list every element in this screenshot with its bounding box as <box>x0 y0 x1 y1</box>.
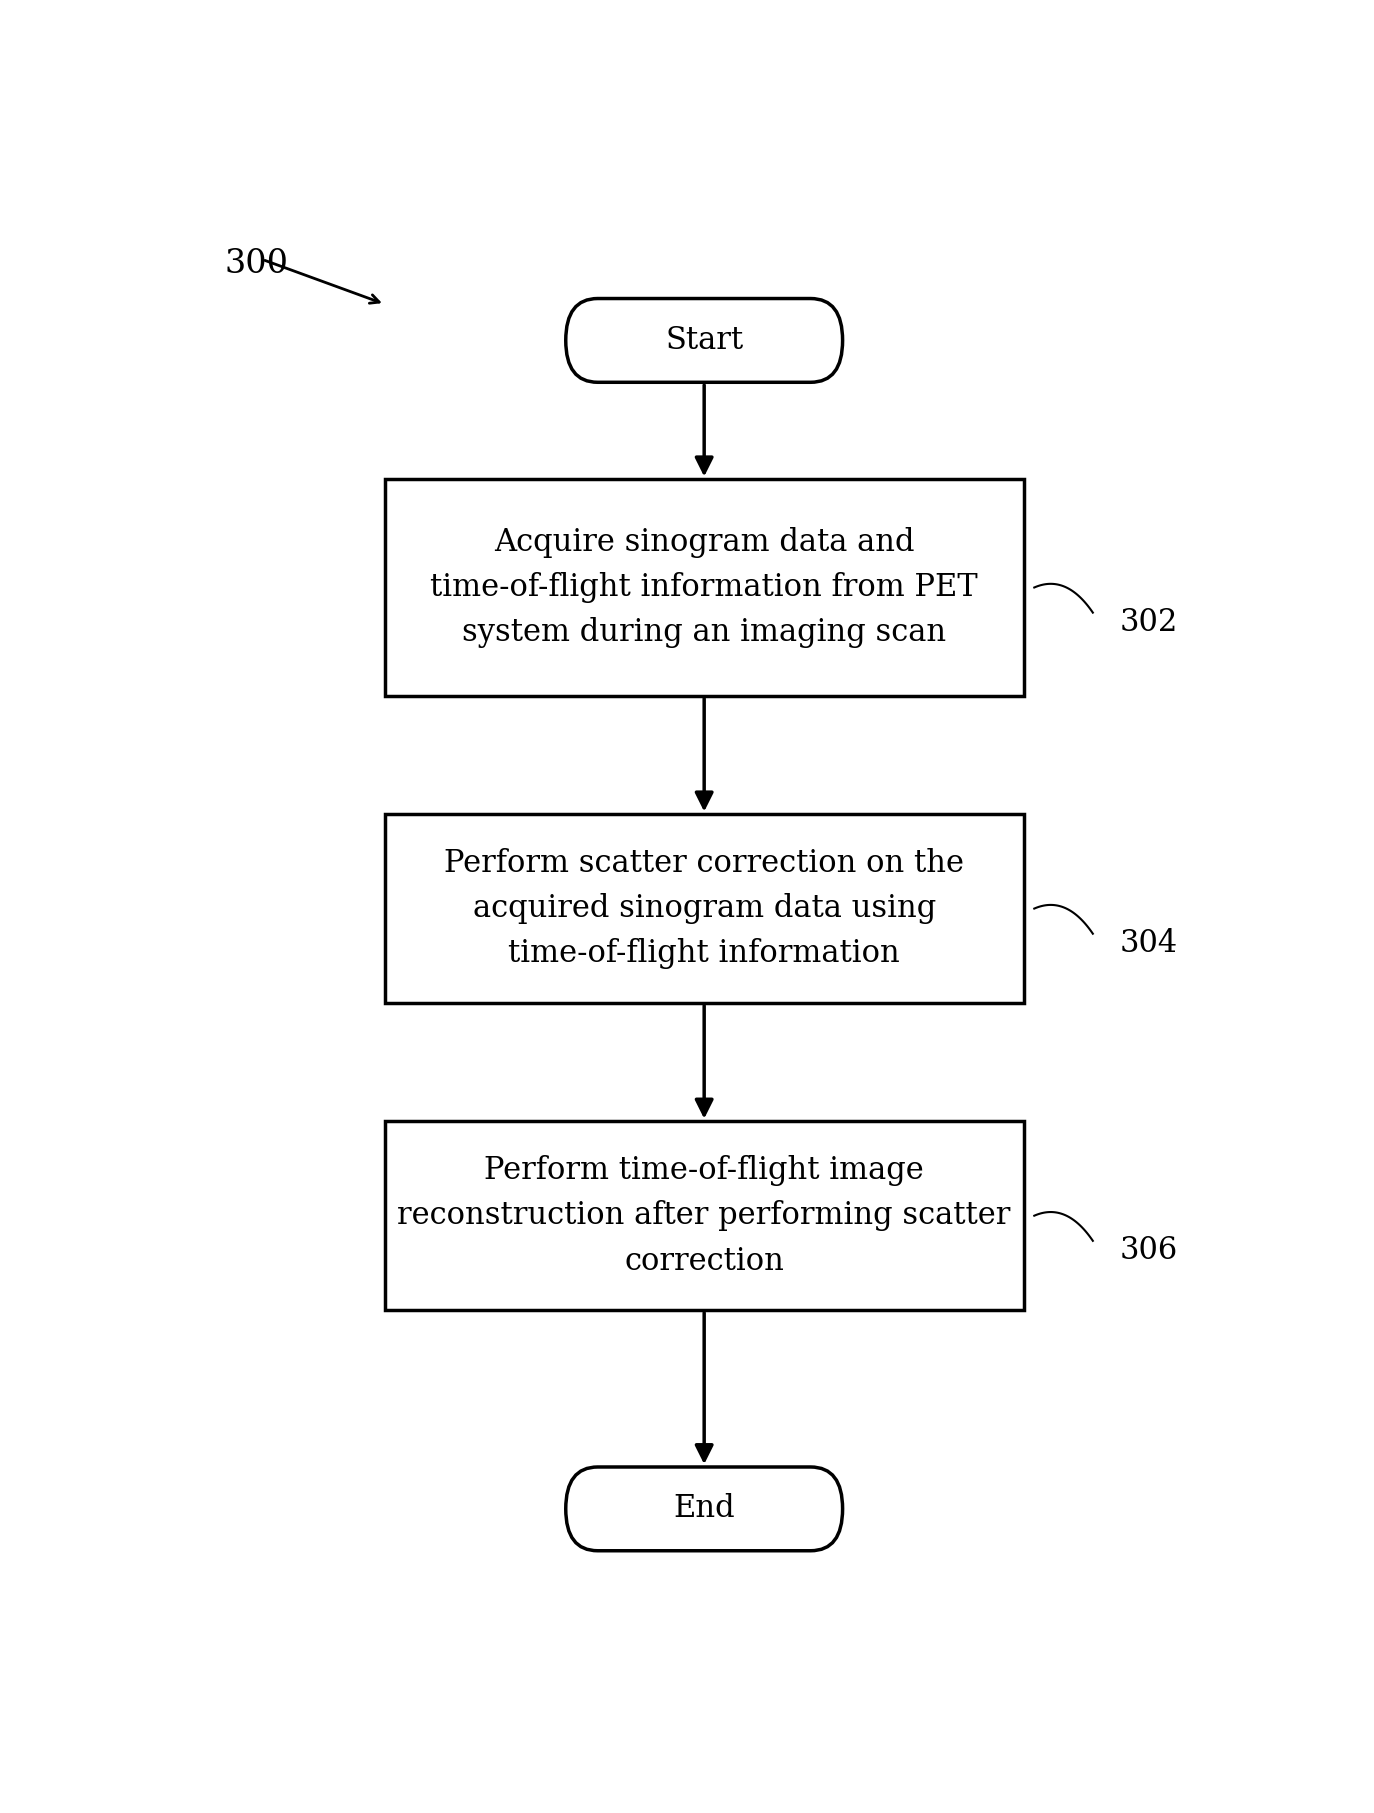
Bar <box>385 814 1024 1003</box>
FancyBboxPatch shape <box>566 1467 842 1550</box>
Text: Acquire sinogram data and
time-of-flight information from PET
system during an i: Acquire sinogram data and time-of-flight… <box>430 526 978 649</box>
Text: End: End <box>673 1494 735 1525</box>
Text: Perform time-of-flight image
reconstruction after performing scatter
correction: Perform time-of-flight image reconstruct… <box>397 1155 1011 1276</box>
Bar <box>385 1122 1024 1311</box>
Text: Perform scatter correction on the
acquired sinogram data using
time-of-flight in: Perform scatter correction on the acquir… <box>444 848 965 970</box>
FancyBboxPatch shape <box>566 299 842 383</box>
Text: 300: 300 <box>225 248 289 281</box>
Text: Start: Start <box>665 325 743 355</box>
Text: 302: 302 <box>1120 607 1178 638</box>
Text: 304: 304 <box>1120 928 1178 959</box>
Text: 306: 306 <box>1120 1235 1178 1265</box>
Bar <box>385 479 1024 696</box>
